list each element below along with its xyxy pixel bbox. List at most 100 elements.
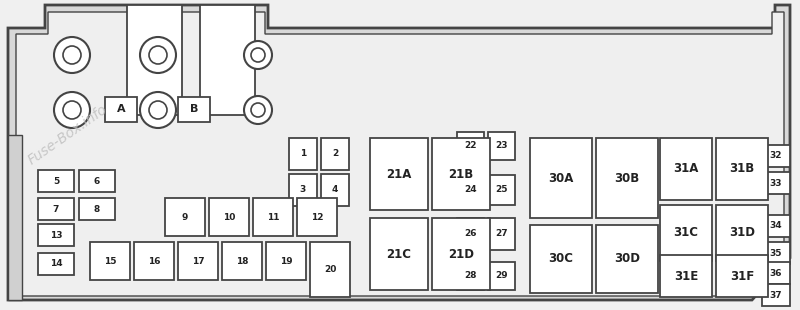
- Text: 20: 20: [324, 265, 336, 274]
- Text: 10: 10: [223, 212, 235, 222]
- Bar: [457, 132, 484, 160]
- Text: 28: 28: [464, 272, 477, 281]
- Bar: [321, 138, 349, 170]
- Bar: [297, 198, 337, 236]
- Bar: [488, 175, 515, 205]
- Text: 31F: 31F: [730, 269, 754, 282]
- Text: 21A: 21A: [386, 167, 412, 180]
- Bar: [38, 253, 74, 275]
- Bar: [370, 138, 428, 210]
- Bar: [209, 198, 249, 236]
- Bar: [488, 218, 515, 250]
- Circle shape: [54, 37, 90, 73]
- Bar: [457, 218, 484, 250]
- Bar: [457, 175, 484, 205]
- Bar: [289, 174, 317, 206]
- Text: 21D: 21D: [448, 247, 474, 260]
- Text: 22: 22: [464, 141, 477, 150]
- Text: 12: 12: [310, 212, 323, 222]
- Text: 9: 9: [182, 212, 188, 222]
- Polygon shape: [8, 135, 22, 300]
- Bar: [762, 242, 790, 264]
- Circle shape: [244, 96, 272, 124]
- Bar: [105, 97, 137, 122]
- Bar: [38, 170, 74, 192]
- Text: 34: 34: [770, 222, 782, 231]
- Bar: [488, 262, 515, 290]
- Bar: [596, 225, 658, 293]
- Text: 30B: 30B: [614, 171, 640, 184]
- Text: 3: 3: [300, 185, 306, 194]
- Text: 21C: 21C: [386, 247, 411, 260]
- Text: Fuse-Box.info: Fuse-Box.info: [26, 102, 110, 168]
- Bar: [165, 198, 205, 236]
- Text: 31E: 31E: [674, 269, 698, 282]
- Circle shape: [140, 92, 176, 128]
- Bar: [457, 262, 484, 290]
- Text: 16: 16: [148, 256, 160, 265]
- Text: 32: 32: [770, 152, 782, 161]
- Bar: [530, 225, 592, 293]
- Text: 37: 37: [770, 290, 782, 299]
- Text: 25: 25: [495, 185, 508, 194]
- Circle shape: [244, 41, 272, 69]
- Text: 5: 5: [53, 176, 59, 185]
- Bar: [488, 132, 515, 160]
- Text: A: A: [117, 104, 126, 114]
- Bar: [127, 5, 182, 115]
- Bar: [321, 174, 349, 206]
- Bar: [660, 138, 712, 200]
- Bar: [38, 224, 74, 246]
- Polygon shape: [8, 5, 790, 300]
- Bar: [660, 255, 712, 297]
- Bar: [90, 242, 130, 280]
- Text: 15: 15: [104, 256, 116, 265]
- Text: 30D: 30D: [614, 253, 640, 265]
- Bar: [716, 138, 768, 200]
- Text: 29: 29: [495, 272, 508, 281]
- Text: 7: 7: [53, 205, 59, 214]
- Text: 27: 27: [495, 229, 508, 238]
- Bar: [762, 262, 790, 284]
- Text: B: B: [190, 104, 198, 114]
- Text: 35: 35: [770, 249, 782, 258]
- Polygon shape: [16, 12, 784, 296]
- Text: 31D: 31D: [729, 227, 755, 240]
- Text: 8: 8: [94, 205, 100, 214]
- Circle shape: [54, 92, 90, 128]
- Text: 30A: 30A: [548, 171, 574, 184]
- Bar: [178, 242, 218, 280]
- Bar: [134, 242, 174, 280]
- Bar: [289, 138, 317, 170]
- Bar: [762, 215, 790, 237]
- Bar: [762, 145, 790, 167]
- Bar: [762, 172, 790, 194]
- Text: 30C: 30C: [549, 253, 574, 265]
- Text: 31B: 31B: [730, 162, 754, 175]
- Bar: [530, 138, 592, 218]
- Bar: [310, 242, 350, 297]
- Text: 31A: 31A: [674, 162, 698, 175]
- Bar: [716, 255, 768, 297]
- Bar: [79, 198, 115, 220]
- Bar: [596, 138, 658, 218]
- Text: 31C: 31C: [674, 227, 698, 240]
- Bar: [762, 284, 790, 306]
- Circle shape: [140, 37, 176, 73]
- Bar: [253, 198, 293, 236]
- Bar: [266, 242, 306, 280]
- Text: 4: 4: [332, 185, 338, 194]
- Text: 23: 23: [495, 141, 508, 150]
- Text: 17: 17: [192, 256, 204, 265]
- Text: 18: 18: [236, 256, 248, 265]
- Text: 14: 14: [50, 259, 62, 268]
- Text: 24: 24: [464, 185, 477, 194]
- Text: 26: 26: [464, 229, 477, 238]
- Bar: [178, 97, 210, 122]
- Text: 2: 2: [332, 149, 338, 158]
- Text: 21B: 21B: [448, 167, 474, 180]
- Bar: [432, 218, 490, 290]
- Bar: [79, 170, 115, 192]
- Text: 6: 6: [94, 176, 100, 185]
- Bar: [716, 205, 768, 261]
